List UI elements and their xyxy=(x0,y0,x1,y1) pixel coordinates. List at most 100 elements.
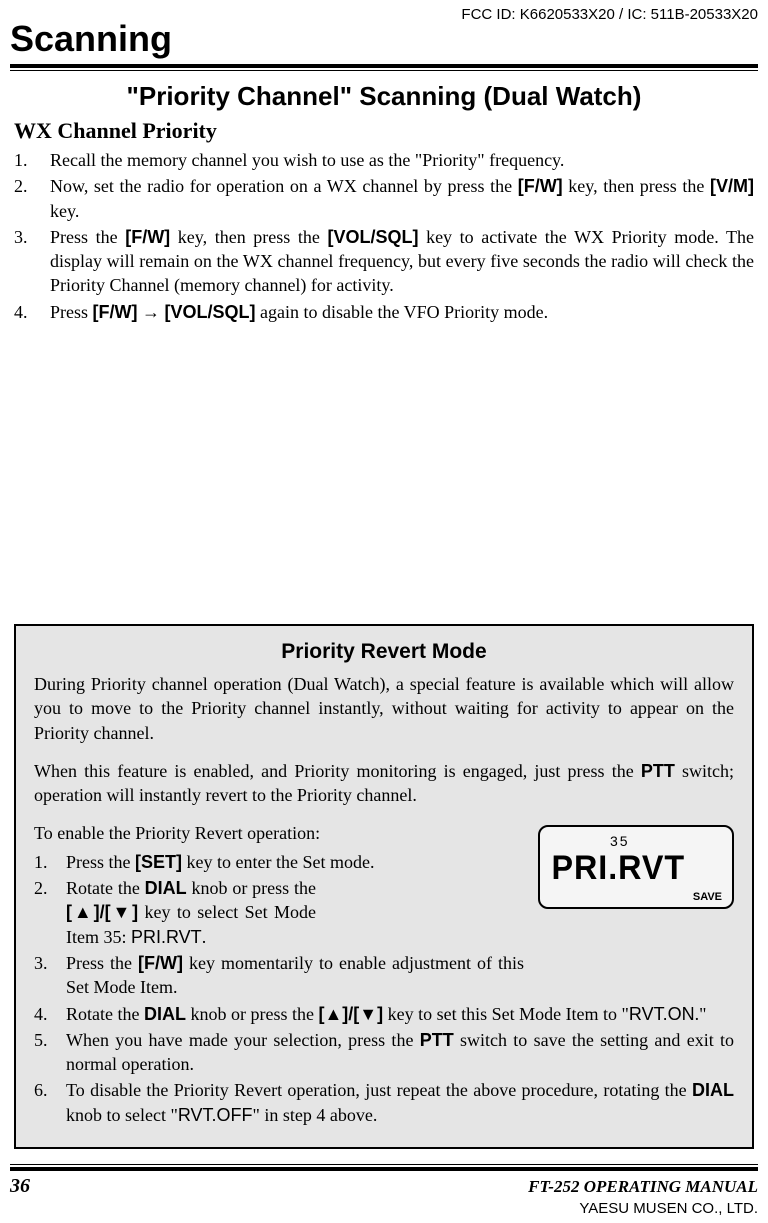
step-text: Press the [SET] key to enter the Set mod… xyxy=(66,850,526,874)
step-text: Rotate the DIAL knob or press the [▲]/[▼… xyxy=(66,876,526,949)
key-ptt: PTT xyxy=(420,1030,454,1050)
arrow-icon: → xyxy=(138,302,165,322)
text-frag: ." xyxy=(695,1004,707,1024)
text-frag: When you have made your selection, press… xyxy=(66,1030,420,1050)
text-frag: key, then press the xyxy=(170,227,327,247)
body-steps: 1. Recall the memory channel you wish to… xyxy=(0,148,768,324)
lcd-save-indicator: SAVE xyxy=(693,891,722,903)
box-step-6: 6. To disable the Priority Revert operat… xyxy=(34,1078,734,1127)
key-set: [SET] xyxy=(135,852,182,872)
yaesu-label: YAESU MUSEN CO., LTD. xyxy=(10,1200,758,1217)
manual-text: FT-252 OPERATING MANUAL xyxy=(528,1177,758,1196)
rule-thick-top xyxy=(10,64,758,68)
step-num: 1. xyxy=(34,850,66,874)
key-updown: [▲]/[▼] xyxy=(318,1004,383,1024)
text-frag: knob to select " xyxy=(66,1105,178,1125)
step-text: Now, set the radio for operation on a WX… xyxy=(50,174,754,223)
step-2: 2. Now, set the radio for operation on a… xyxy=(14,174,754,223)
quote-open: " xyxy=(127,81,139,111)
key-dial: DIAL xyxy=(144,1004,186,1024)
box-title: Priority Revert Mode xyxy=(34,640,734,664)
step-num: 3. xyxy=(14,225,50,298)
section-title: "Priority Channel" Scanning (Dual Watch) xyxy=(0,81,768,112)
title-part-1: Priority Channel xyxy=(139,81,340,111)
text-frag: Press the xyxy=(50,227,125,247)
key-fw: [F/W] xyxy=(138,953,183,973)
text-frag: When this feature is enabled, and Priori… xyxy=(34,761,641,781)
key-volsql: [VOL/SQL] xyxy=(327,227,418,247)
step-num: 4. xyxy=(14,300,50,324)
text-frag: key. xyxy=(50,201,79,221)
box-para-2: When this feature is enabled, and Priori… xyxy=(34,759,734,808)
step-3: 3. Press the [F/W] key, then press the [… xyxy=(14,225,754,298)
text-frag: Press xyxy=(50,302,93,322)
step-text: Press [F/W] → [VOL/SQL] again to disable… xyxy=(50,300,754,324)
key-dial: DIAL xyxy=(145,878,187,898)
step-num: 3. xyxy=(34,951,66,1000)
title-part-2: Dual Watch xyxy=(492,81,633,111)
footer-rule-thick xyxy=(10,1167,758,1171)
seg-text: RVT.ON xyxy=(629,1004,695,1024)
text-frag: key to set this Set Mode Item to " xyxy=(383,1004,629,1024)
step-text: Press the [F/W] key momentarily to enabl… xyxy=(66,951,734,1000)
seg-text: RVT.OFF xyxy=(178,1105,253,1125)
box-para-1: During Priority channel operation (Dual … xyxy=(34,672,734,745)
text-frag: . xyxy=(202,927,207,947)
step-text: Recall the memory channel you wish to us… xyxy=(50,148,754,172)
box-step-3: 3. Press the [F/W] key momentarily to en… xyxy=(34,951,734,1000)
manual-title: FT-252 OPERATING MANUAL xyxy=(528,1177,758,1197)
step-1: 1. Recall the memory channel you wish to… xyxy=(14,148,754,172)
box-step-1: 1. Press the [SET] key to enter the Set … xyxy=(34,850,526,874)
text-frag: again to disable the VFO Priority mode. xyxy=(256,302,549,322)
step-text: Press the [F/W] key, then press the [VOL… xyxy=(50,225,754,298)
text-frag: " in step 4 above. xyxy=(253,1105,378,1125)
step-num: 2. xyxy=(34,876,66,949)
key-volsql: [VOL/SQL] xyxy=(165,302,256,322)
text-frag: key, then press the xyxy=(563,176,710,196)
step-num: 6. xyxy=(34,1078,66,1127)
key-updown: [▲]/[▼] xyxy=(66,902,138,922)
key-fw: [F/W] xyxy=(125,227,170,247)
text-frag: Press the xyxy=(66,953,138,973)
box-step-2: 2. Rotate the DIAL knob or press the [▲]… xyxy=(34,876,526,949)
priority-revert-box: Priority Revert Mode During Priority cha… xyxy=(14,624,754,1149)
quote-close: " xyxy=(340,81,352,111)
step-text: To disable the Priority Revert operation… xyxy=(66,1078,734,1127)
step-4: 4. Press [F/W] → [VOL/SQL] again to disa… xyxy=(14,300,754,324)
header-fcc-label: FCC ID: K6620533X20 / IC: 511B-20533X20 xyxy=(461,6,758,23)
title-mid: Scanning xyxy=(352,81,483,111)
paren-open: ( xyxy=(484,81,493,111)
seg-text: PRI.RVT xyxy=(131,927,202,947)
key-fw: [F/W] xyxy=(93,302,138,322)
text-frag: Press the xyxy=(66,852,135,872)
box-step-4: 4. Rotate the DIAL knob or press the [▲]… xyxy=(34,1002,734,1026)
step-num: 4. xyxy=(34,1002,66,1026)
key-ptt: PTT xyxy=(641,761,675,781)
text-frag: key to enter the Set mode. xyxy=(182,852,374,872)
step-text: When you have made your selection, press… xyxy=(66,1028,734,1077)
text-frag: knob or press the xyxy=(186,1004,318,1024)
lcd-display: 35 PRI.RVT SAVE xyxy=(538,825,734,909)
lcd-main-text: PRI.RVT xyxy=(552,849,685,888)
page-number: 36 xyxy=(10,1175,30,1198)
step-text: Rotate the DIAL knob or press the [▲]/[▼… xyxy=(66,1002,734,1026)
paren-close: ) xyxy=(633,81,642,111)
rule-thin-top xyxy=(10,70,758,71)
box-step-5: 5. When you have made your selection, pr… xyxy=(34,1028,734,1077)
key-vm: [V/M] xyxy=(710,176,754,196)
text-frag: Rotate the xyxy=(66,878,145,898)
step-num: 5. xyxy=(34,1028,66,1077)
text-frag: Now, set the radio for operation on a WX… xyxy=(50,176,518,196)
key-fw: [F/W] xyxy=(518,176,563,196)
subsection-title: WX Channel Priority xyxy=(0,118,768,148)
step-num: 2. xyxy=(14,174,50,223)
text-frag: knob or press the xyxy=(187,878,316,898)
lcd-screen: 35 PRI.RVT SAVE xyxy=(538,825,734,909)
footer-rule-thin xyxy=(10,1164,758,1165)
text-frag: Rotate the xyxy=(66,1004,144,1024)
page-footer: 36 FT-252 OPERATING MANUAL YAESU MUSEN C… xyxy=(0,1164,768,1223)
lcd-item-number: 35 xyxy=(610,833,630,849)
step-num: 1. xyxy=(14,148,50,172)
key-dial: DIAL xyxy=(692,1080,734,1100)
text-frag: To disable the Priority Revert operation… xyxy=(66,1080,692,1100)
